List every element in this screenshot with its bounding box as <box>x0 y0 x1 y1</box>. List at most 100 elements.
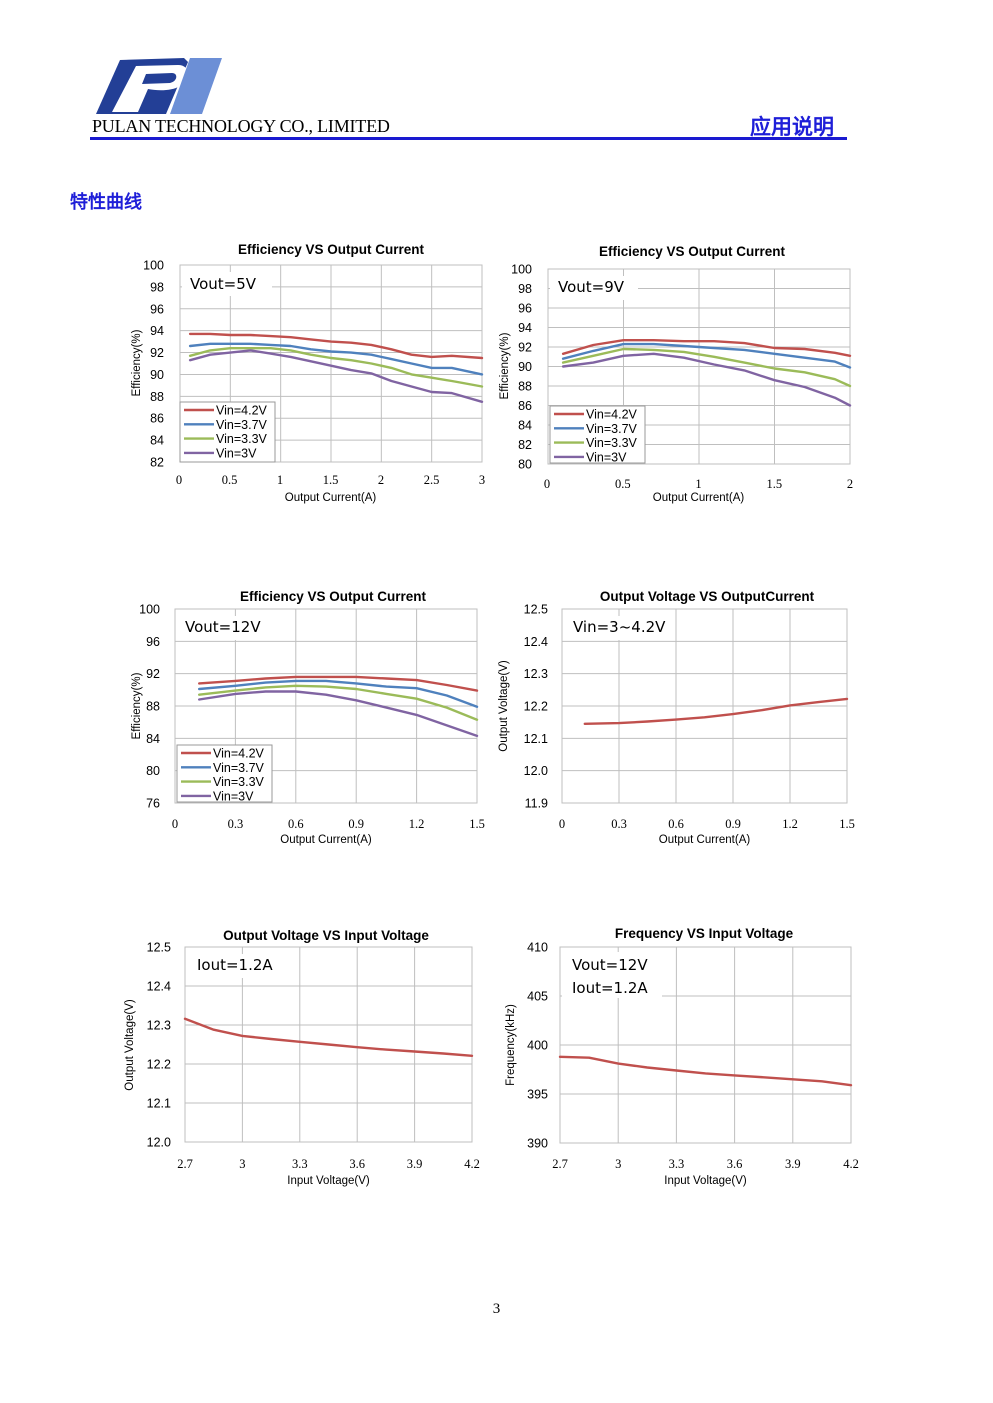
legend-label: Vin=4.2V <box>586 408 638 422</box>
series-line-vin-3v <box>198 690 479 738</box>
legend <box>179 401 276 463</box>
series-line-0 <box>583 697 849 725</box>
x-tick-label: 3.9 <box>785 1157 801 1171</box>
x-tick-label: 1 <box>277 473 283 487</box>
annotation-box <box>182 272 272 296</box>
y-tick-label: 84 <box>518 419 532 433</box>
legend-label: Vin=3.7V <box>586 422 638 436</box>
x-tick-label: 2 <box>847 477 853 491</box>
x-tick-label: 1.5 <box>839 817 855 831</box>
y-tick-label: 12.1 <box>524 732 548 746</box>
y-tick-label: 88 <box>518 380 532 394</box>
legend-label: Vin=4.2V <box>213 747 265 761</box>
chart-title: Efficiency VS Output Current <box>238 242 425 257</box>
x-tick-label: 0.9 <box>348 817 364 831</box>
y-axis-label: Output Voltage(V) <box>124 999 136 1091</box>
y-tick-label: 88 <box>146 700 160 714</box>
y-tick-label: 395 <box>527 1088 548 1102</box>
company-logo <box>96 58 222 114</box>
y-tick-label: 11.9 <box>525 797 548 811</box>
y-tick-label: 12.5 <box>524 603 548 617</box>
x-tick-label: 2 <box>378 473 384 487</box>
company-name: PULAN TECHNOLOGY CO., LIMITED <box>92 116 390 136</box>
x-tick-label: 0 <box>176 473 182 487</box>
annotation-text: Vout=12V <box>572 956 648 974</box>
x-tick-label: 1.5 <box>323 473 339 487</box>
series-line-vin-3-3v <box>561 347 852 388</box>
legend-label: Vin=3.7V <box>213 761 265 775</box>
y-axis-label: Efficiency(%) <box>499 332 511 399</box>
x-tick-label: 3.3 <box>292 1157 308 1171</box>
x-tick-label: 3.9 <box>407 1157 423 1171</box>
y-tick-label: 86 <box>150 412 164 426</box>
x-tick-label: 0.6 <box>668 817 684 831</box>
annotation-text: Vout=5V <box>190 275 257 293</box>
x-tick-label: 3 <box>479 473 485 487</box>
legend <box>549 405 646 464</box>
annotation-text: Vout=12V <box>185 618 261 636</box>
series-line-vin-3v <box>561 352 852 407</box>
y-tick-label: 12.2 <box>147 1058 171 1072</box>
x-tick-label: 2.7 <box>552 1157 568 1171</box>
legend-label: Vin=3.3V <box>216 432 268 446</box>
y-tick-label: 12.5 <box>147 941 171 955</box>
y-tick-label: 12.2 <box>524 700 548 714</box>
y-tick-label: 94 <box>150 324 164 338</box>
chart-title: Output Voltage VS OutputCurrent <box>600 589 815 604</box>
chart-title: Output Voltage VS Input Voltage <box>223 928 429 943</box>
series-line-vin-3-3v <box>198 684 479 721</box>
series-line-vin-3v <box>188 349 484 403</box>
legend-label: Vin=3.3V <box>213 775 265 789</box>
y-axis-label: Efficiency(%) <box>131 329 143 396</box>
x-axis-label: Output Current(A) <box>285 492 377 504</box>
y-tick-label: 96 <box>150 302 164 316</box>
legend-label: Vin=3.3V <box>586 436 638 450</box>
series-line-vin-4-2v <box>188 332 484 360</box>
x-tick-label: 0.3 <box>611 817 627 831</box>
annotation-text: Iout=1.2A <box>197 956 273 974</box>
y-tick-label: 84 <box>146 732 160 746</box>
y-tick-label: 405 <box>527 990 548 1004</box>
y-tick-label: 12.3 <box>524 667 548 681</box>
series-line-vin-4-2v <box>198 675 479 692</box>
y-tick-label: 96 <box>146 635 160 649</box>
x-axis-label: Input Voltage(V) <box>664 1175 747 1187</box>
x-tick-label: 4.2 <box>843 1157 859 1171</box>
y-tick-label: 92 <box>150 346 164 360</box>
annotation-text: Vout=9V <box>558 278 625 296</box>
y-tick-label: 76 <box>146 797 160 811</box>
x-tick-label: 1.5 <box>469 817 485 831</box>
x-tick-label: 0 <box>172 817 178 831</box>
y-tick-label: 82 <box>150 456 164 470</box>
document-type: 应用说明 <box>750 115 834 139</box>
series-line-vin-4-2v <box>561 339 852 357</box>
x-axis-label: Output Current(A) <box>280 834 372 846</box>
series-line-vin-3-7v <box>188 342 484 376</box>
page-number: 3 <box>492 1301 501 1317</box>
y-tick-label: 80 <box>518 458 532 472</box>
x-tick-label: 1.2 <box>782 817 798 831</box>
y-axis-label: Efficiency(%) <box>131 672 143 739</box>
x-tick-label: 0.5 <box>615 477 631 491</box>
annotation-box <box>562 952 662 998</box>
series-line-vin-3-7v <box>198 679 479 708</box>
y-tick-label: 410 <box>527 941 548 955</box>
y-axis-label: Output Voltage(V) <box>498 660 510 752</box>
y-tick-label: 390 <box>527 1137 548 1151</box>
x-tick-label: 0.3 <box>228 817 244 831</box>
x-tick-label: 2.7 <box>177 1157 193 1171</box>
y-tick-label: 80 <box>146 764 160 778</box>
x-tick-label: 0.9 <box>725 817 741 831</box>
y-tick-label: 12.0 <box>147 1136 171 1150</box>
legend-label: Vin=3V <box>216 446 257 460</box>
y-tick-label: 84 <box>150 434 164 448</box>
annotation-box <box>187 954 279 978</box>
y-tick-label: 100 <box>511 263 532 277</box>
y-tick-label: 12.1 <box>147 1097 171 1111</box>
y-tick-label: 88 <box>150 390 164 404</box>
y-axis-label: Frequency(kHz) <box>505 1004 517 1086</box>
